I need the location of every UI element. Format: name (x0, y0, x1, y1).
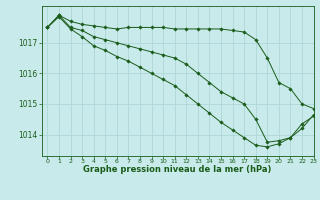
X-axis label: Graphe pression niveau de la mer (hPa): Graphe pression niveau de la mer (hPa) (84, 165, 272, 174)
